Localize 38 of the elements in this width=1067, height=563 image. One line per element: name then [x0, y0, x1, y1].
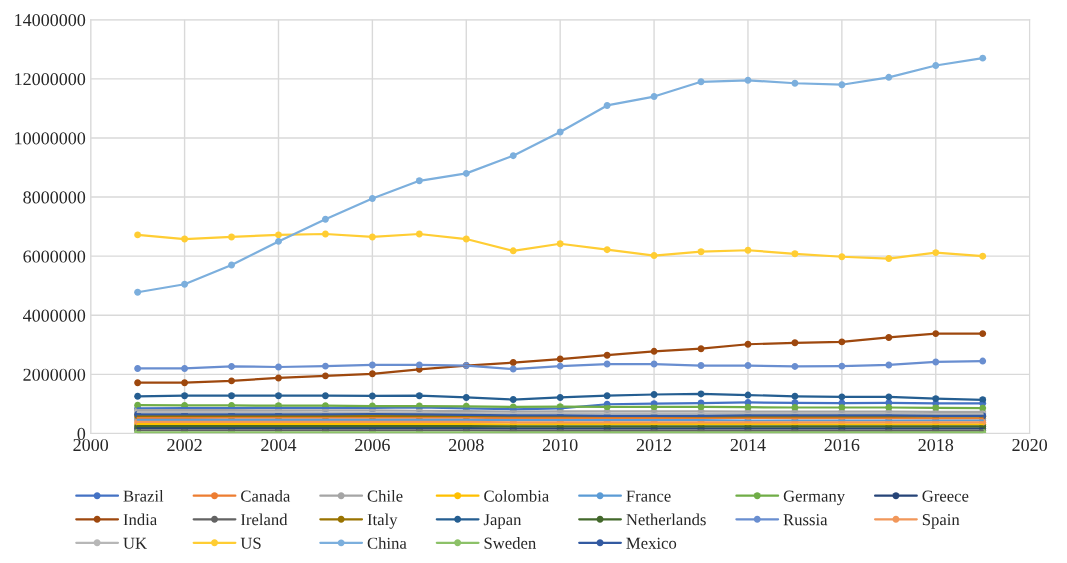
y-tick-label: 2000000 — [23, 368, 86, 381]
x-tick-label: 2014 — [730, 438, 766, 452]
x-tick-label: 2016 — [824, 438, 860, 452]
y-tick-label: 10000000 — [15, 132, 86, 145]
legend-label: US — [240, 537, 261, 549]
y-tick-label: 8000000 — [23, 191, 86, 204]
x-tick-label: 2020 — [1012, 438, 1048, 452]
x-tick-label: 2006 — [355, 438, 390, 452]
legend-label: UK — [123, 537, 147, 549]
y-tick-label: 6000000 — [23, 250, 86, 263]
legend-label: France — [626, 490, 671, 502]
x-tick-label: 2010 — [542, 438, 578, 452]
legend-label: Greece — [922, 490, 969, 502]
x-tick-label: 2018 — [918, 438, 954, 452]
legend-label: Russia — [783, 514, 828, 526]
legend-label: Germany — [783, 490, 846, 506]
x-tick-label: 2012 — [636, 438, 672, 452]
legend-label: Sweden — [484, 537, 536, 549]
legend-label: Colombia — [484, 489, 549, 502]
x-tick-label: 2004 — [261, 438, 297, 452]
y-tick-label: 12000000 — [15, 73, 86, 86]
legend-label: Mexico — [626, 537, 677, 549]
legend-label: Ireland — [240, 513, 288, 526]
x-tick-label: 2000 — [73, 438, 109, 452]
legend-label: Japan — [483, 514, 522, 529]
legend-label: Spain — [922, 514, 960, 529]
y-tick-label: 4000000 — [22, 309, 86, 322]
legend-label: Brazil — [123, 489, 164, 502]
legend-label: Netherlands — [626, 513, 706, 526]
x-tick-label: 2008 — [449, 438, 484, 452]
x-tick-label: 2002 — [167, 438, 202, 452]
y-tick-label: 0 — [77, 427, 86, 440]
legend-label: India — [123, 513, 157, 526]
legend-label: Canada — [241, 489, 291, 502]
legend-label: Italy — [367, 513, 398, 529]
legend-label: China — [367, 537, 407, 549]
y-tick-label: 14000000 — [15, 13, 86, 27]
legend-label: Chile — [367, 489, 403, 502]
